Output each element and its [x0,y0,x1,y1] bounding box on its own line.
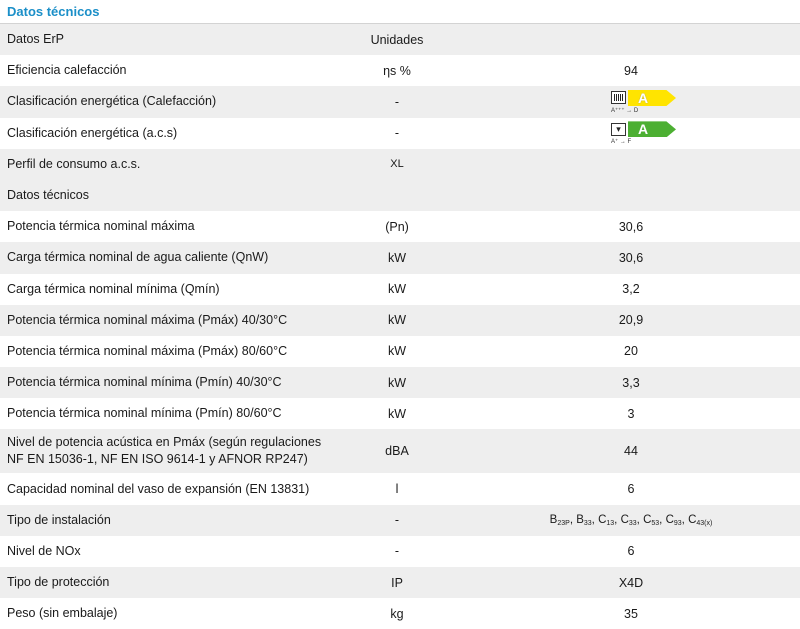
specs-table: Datos ErP Unidades Eficiencia calefacció… [0,24,800,629]
row-label: Nivel de NOx [7,543,81,558]
energy-label-heating: A A⁺⁺⁺ → D [462,89,800,114]
row-value: 3,2 [622,282,640,297]
row-value: 30,6 [618,250,644,265]
row-unit: l [395,482,399,497]
row-value: 20 [624,344,638,359]
row-value: X4D [618,575,644,590]
table-row: Carga térmica nominal mínima (Qmín) kW 3… [0,273,800,305]
row-unit: kW [387,250,407,265]
table-row: Peso (sin embalaje) kg 35 [0,598,800,629]
table-row: Datos ErP Unidades [0,24,800,56]
row-label: Potencia térmica nominal mínima (Pmín) 4… [7,375,282,390]
row-value: 6 [627,482,635,497]
row-unit: IP [391,575,403,590]
table-row: Tipo de protección IP X4D [0,567,800,599]
section-title: Datos técnicos [7,4,100,19]
table-row: Perfil de consumo a.c.s. XL [0,148,800,180]
table-row: Nivel de potencia acústica en Pmáx (segú… [0,429,800,474]
energy-label-dhw: ▾ A A⁺ → F [462,121,800,146]
row-label: Nivel de potencia acústica en Pmáx (segú… [0,434,332,468]
table-row: Tipo de instalación - B23P, B33, C13, C3… [0,504,800,536]
row-unit: Unidades [370,32,424,47]
install-type: B33 [576,513,592,527]
row-unit: (Pn) [385,219,409,234]
row-unit: - [394,94,400,109]
row-label: Peso (sin embalaje) [7,606,118,621]
row-unit: kW [387,344,407,359]
row-label: Clasificación energética (a.c.s) [7,125,178,140]
table-row: Potencia térmica nominal mínima (Pmín) 8… [0,398,800,430]
row-label: Datos técnicos [7,188,89,203]
radiator-icon [611,91,626,105]
table-row: Potencia térmica nominal máxima (Pmáx) 8… [0,335,800,368]
row-label: Carga térmica nominal mínima (Qmín) [7,281,220,296]
row-value: 30,6 [618,219,644,234]
install-type: C13 [598,513,615,527]
table-row: Datos técnicos [0,179,800,212]
row-label: Perfil de consumo a.c.s. [7,156,141,171]
row-label: Potencia térmica nominal máxima (Pmáx) 8… [7,343,288,358]
row-label: Tipo de instalación [7,512,111,527]
row-unit: - [394,544,400,559]
tap-icon: ▾ [611,122,626,136]
energy-class-arrow: A [628,121,676,138]
install-type: C33 [620,513,637,527]
row-label: Eficiencia calefacción [7,63,127,78]
table-row: Carga térmica nominal de agua caliente (… [0,242,800,274]
row-unit: kW [387,375,407,390]
table-row: Eficiencia calefacción ηs % 94 [0,55,800,87]
row-label: Tipo de protección [7,575,110,590]
row-value: 6 [627,544,635,559]
row-value: 44 [624,444,638,459]
row-value: 3,3 [622,375,640,390]
row-label: Clasificación energética (Calefacción) [7,94,217,109]
row-label: Capacidad nominal del vaso de expansión … [7,481,310,496]
table-row: Clasificación energética (Calefacción) -… [0,86,800,118]
row-unit: kW [387,282,407,297]
row-value: 20,9 [618,313,644,328]
row-value: 94 [624,63,638,78]
installation-types: B23P, B33, C13, C33, C53, C93, C43(x) [549,513,713,527]
row-unit: kW [387,406,407,421]
row-unit: - [394,513,400,528]
energy-class-arrow: A [628,89,676,106]
install-type: C53 [643,513,660,527]
energy-range: A⁺⁺⁺ → D [611,107,639,114]
table-row: Potencia térmica nominal máxima (Pn) 30,… [0,211,800,243]
row-label: Potencia térmica nominal mínima (Pmín) 8… [7,406,282,421]
install-type: C43(x) [688,513,713,527]
table-row: Capacidad nominal del vaso de expansión … [0,473,800,505]
row-unit: ηs % [383,63,411,78]
row-label-line: NF EN 15036-1, NF EN ISO 9614-1 y AFNOR … [7,452,308,467]
energy-range: A⁺ → F [611,139,632,146]
row-unit: dBA [385,444,409,459]
row-unit: XL [390,158,404,171]
table-row: Potencia térmica nominal máxima (Pmáx) 4… [0,304,800,336]
row-unit: kg [390,606,404,621]
section-header: Datos técnicos [0,0,800,24]
row-label: Potencia térmica nominal máxima (Pmáx) 4… [7,312,288,327]
install-type: B23P [549,513,570,527]
table-row: Potencia térmica nominal mínima (Pmín) 4… [0,367,800,399]
row-value: 35 [624,606,638,621]
row-label: Potencia térmica nominal máxima [7,219,195,234]
row-value: 3 [627,406,635,421]
install-type: C93 [665,513,682,527]
table-row: Clasificación energética (a.c.s) - ▾ A A… [0,117,800,149]
row-label-line: Nivel de potencia acústica en Pmáx (segú… [7,435,322,450]
table-row: Nivel de NOx - 6 [0,535,800,567]
row-label: Carga térmica nominal de agua caliente (… [7,250,269,265]
row-unit: kW [387,313,407,328]
row-label: Datos ErP [7,32,64,47]
row-unit: - [394,126,400,141]
